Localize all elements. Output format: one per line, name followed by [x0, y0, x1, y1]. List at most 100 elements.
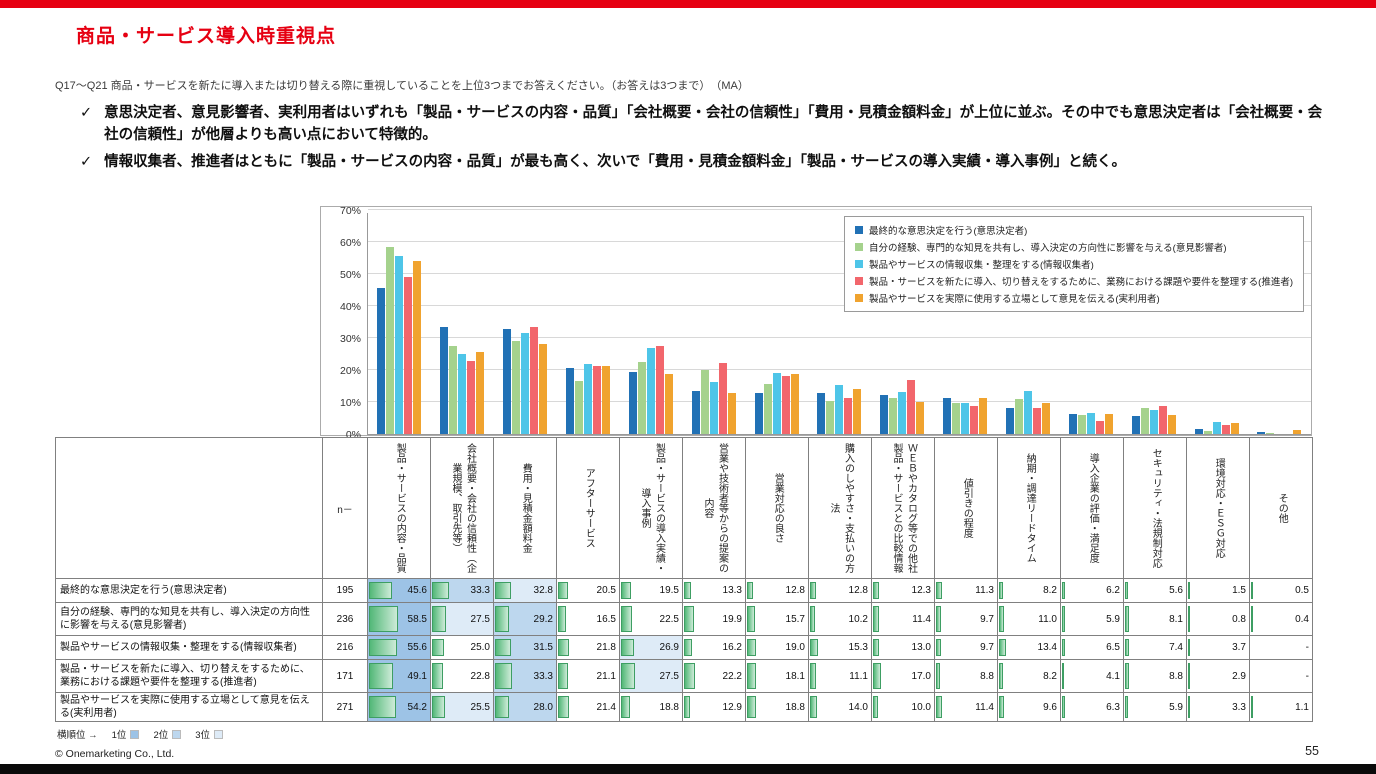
row-label: 自分の経験、専門的な知見を共有し、導入決定の方向性に影響を与える(意見影響者): [55, 602, 323, 636]
cell-databar: [999, 582, 1004, 599]
value-cell: 6.5: [1060, 635, 1124, 660]
bar-series-3: [709, 382, 718, 434]
cell-value: 25.0: [470, 642, 490, 653]
cell-value: 11.4: [975, 701, 994, 713]
column-header: 製品・サービスの導入実績・導入事例: [619, 437, 683, 579]
cell-databar: [1188, 582, 1190, 599]
cell-value: 11.3: [975, 585, 994, 596]
bar-group: [997, 213, 1060, 434]
cell-value: -: [1305, 642, 1309, 653]
cell-databar: [558, 582, 569, 599]
cell-value: 26.9: [659, 642, 679, 653]
bar-series-3: [1086, 413, 1095, 434]
rank-legend: 横順位 → 1位 2位 3位: [57, 727, 224, 741]
cell-value: 19.5: [659, 585, 679, 596]
value-cell: 17.0: [871, 659, 935, 693]
cell-value: 49.1: [407, 670, 427, 682]
column-header: セキュリティ・法規制対応: [1123, 437, 1187, 579]
value-cell: 1.1: [1249, 692, 1313, 722]
bar-series-3: [1212, 422, 1221, 434]
cell-databar: [873, 582, 880, 599]
bar-series-1: [691, 391, 700, 434]
cell-value: 21.8: [596, 642, 616, 653]
cell-databar: [747, 639, 757, 656]
bar-group: [934, 213, 997, 434]
y-axis-label: 20%: [339, 365, 361, 377]
bar-series-1: [440, 327, 449, 434]
n-value: 271: [322, 692, 368, 722]
page-number: 55: [1305, 744, 1319, 758]
bar-series-1: [566, 368, 574, 434]
bar-series-4: [1033, 407, 1042, 434]
value-cell: 22.5: [619, 602, 683, 636]
cell-databar: [810, 663, 816, 689]
column-header: ＷＥＢやカタログ等での他社製品・サービスとの比較情報: [871, 437, 935, 579]
bar-series-1: [1006, 407, 1015, 434]
bar-series-1: [1068, 414, 1077, 434]
value-cell: 55.6: [367, 635, 431, 660]
bar-series-2: [1266, 432, 1275, 434]
cell-databar: [495, 663, 512, 689]
cell-databar: [495, 696, 509, 718]
bar-series-4: [1158, 405, 1167, 434]
bar-series-2: [449, 346, 458, 434]
bar-series-1: [754, 393, 763, 434]
cell-databar: [684, 663, 695, 689]
value-cell: 33.3: [430, 578, 494, 603]
cell-databar: [432, 663, 444, 689]
rank-legend-label: 1位: [111, 730, 127, 741]
value-cell: 13.3: [682, 578, 746, 603]
value-cell: 11.0: [997, 602, 1061, 636]
cell-value: 11.0: [1038, 613, 1057, 625]
bar-series-2: [512, 340, 521, 434]
bar-series-4: [718, 362, 727, 434]
bar-group: [1248, 213, 1311, 434]
column-header: 費用・見積金額料金: [493, 437, 557, 579]
value-cell: 27.5: [619, 659, 683, 693]
cell-value: 21.1: [596, 670, 616, 682]
cell-databar: [369, 639, 397, 656]
cell-databar: [432, 606, 446, 632]
results-table-wrap: n－ 製品・サービスの内容・品質 会社概要・会社の信頼性（企業規模、取引先等） 費用・…: [55, 437, 1313, 722]
bar-series-2: [826, 401, 835, 434]
cell-databar: [747, 606, 755, 632]
gridline: [368, 337, 1311, 338]
bar-series-3: [521, 333, 530, 434]
bar-series-1: [1131, 416, 1140, 434]
cell-databar: [558, 606, 567, 632]
value-cell: 19.0: [745, 635, 809, 660]
cell-databar: [999, 696, 1004, 718]
bar-group: [1185, 213, 1248, 434]
bar-group: [1059, 213, 1122, 434]
bar-series-5: [1042, 403, 1051, 434]
bar-group: [745, 213, 808, 434]
column-header: 会社概要・会社の信頼性（企業規模、取引先等）: [430, 437, 494, 579]
value-cell: 12.3: [871, 578, 935, 603]
cell-databar: [1062, 582, 1066, 599]
row-label: 製品やサービスの情報収集・整理をする(情報収集者): [55, 635, 323, 660]
legend-label: 製品やサービスの情報収集・整理をする(情報収集者): [868, 260, 1094, 271]
value-cell: 9.7: [934, 635, 998, 660]
cell-value: 7.4: [1169, 642, 1183, 653]
cell-value: 16.5: [596, 613, 616, 625]
n-value: 216: [322, 635, 368, 660]
cell-databar: [1188, 663, 1190, 689]
value-cell: 28.0: [493, 692, 557, 722]
table-row: 最終的な意思決定を行う(意思決定者) 195 45.6 33.3 32.8 20.5 19.…: [55, 578, 1313, 603]
bar-series-5: [979, 397, 988, 434]
row-label: 製品・サービスを新たに導入、切り替えをするために、業務における課題や要件を整理す…: [55, 659, 323, 693]
cell-databar: [747, 696, 757, 718]
bar-series-3: [961, 402, 970, 434]
bar-series-5: [790, 373, 799, 434]
cell-value: 16.2: [722, 642, 742, 653]
column-header: 導入企業の評価・満足度: [1060, 437, 1124, 579]
bar-series-2: [1015, 398, 1024, 434]
cell-databar: [936, 582, 942, 599]
cell-databar: [369, 663, 394, 689]
cell-value: 11.1: [849, 670, 868, 682]
cell-databar: [1251, 696, 1253, 718]
value-cell: 14.0: [808, 692, 872, 722]
cell-value: 25.5: [470, 701, 490, 713]
value-cell: 22.2: [682, 659, 746, 693]
column-header-label: 値引きの程度: [961, 478, 973, 538]
